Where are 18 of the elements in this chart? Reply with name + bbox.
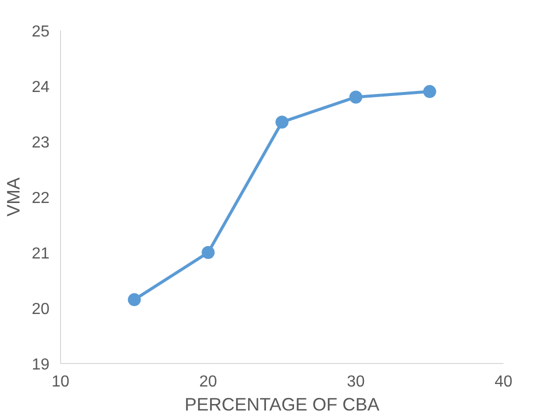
point [423,85,436,98]
point [276,116,288,129]
y-axis-title: VMA [4,177,24,217]
y-tick-label: 21 [32,246,50,262]
x-tick-label: 10 [52,374,70,390]
y-tick-label: 24 [32,79,50,96]
point [349,90,362,104]
point [128,293,141,306]
y-tick-label: 22 [32,190,50,207]
x-tick-label: 40 [494,374,512,390]
y-tick-label: 19 [32,356,50,374]
y-tick-label: 25 [32,24,50,40]
point [202,246,215,259]
y-tick-label: 23 [32,134,50,152]
x-tick-label: 30 [346,374,365,390]
x-axis-title: PERCENTAGE OF CBA [184,394,380,414]
x-tick-label: 20 [199,374,218,390]
y-tick-label: 20 [32,301,50,318]
